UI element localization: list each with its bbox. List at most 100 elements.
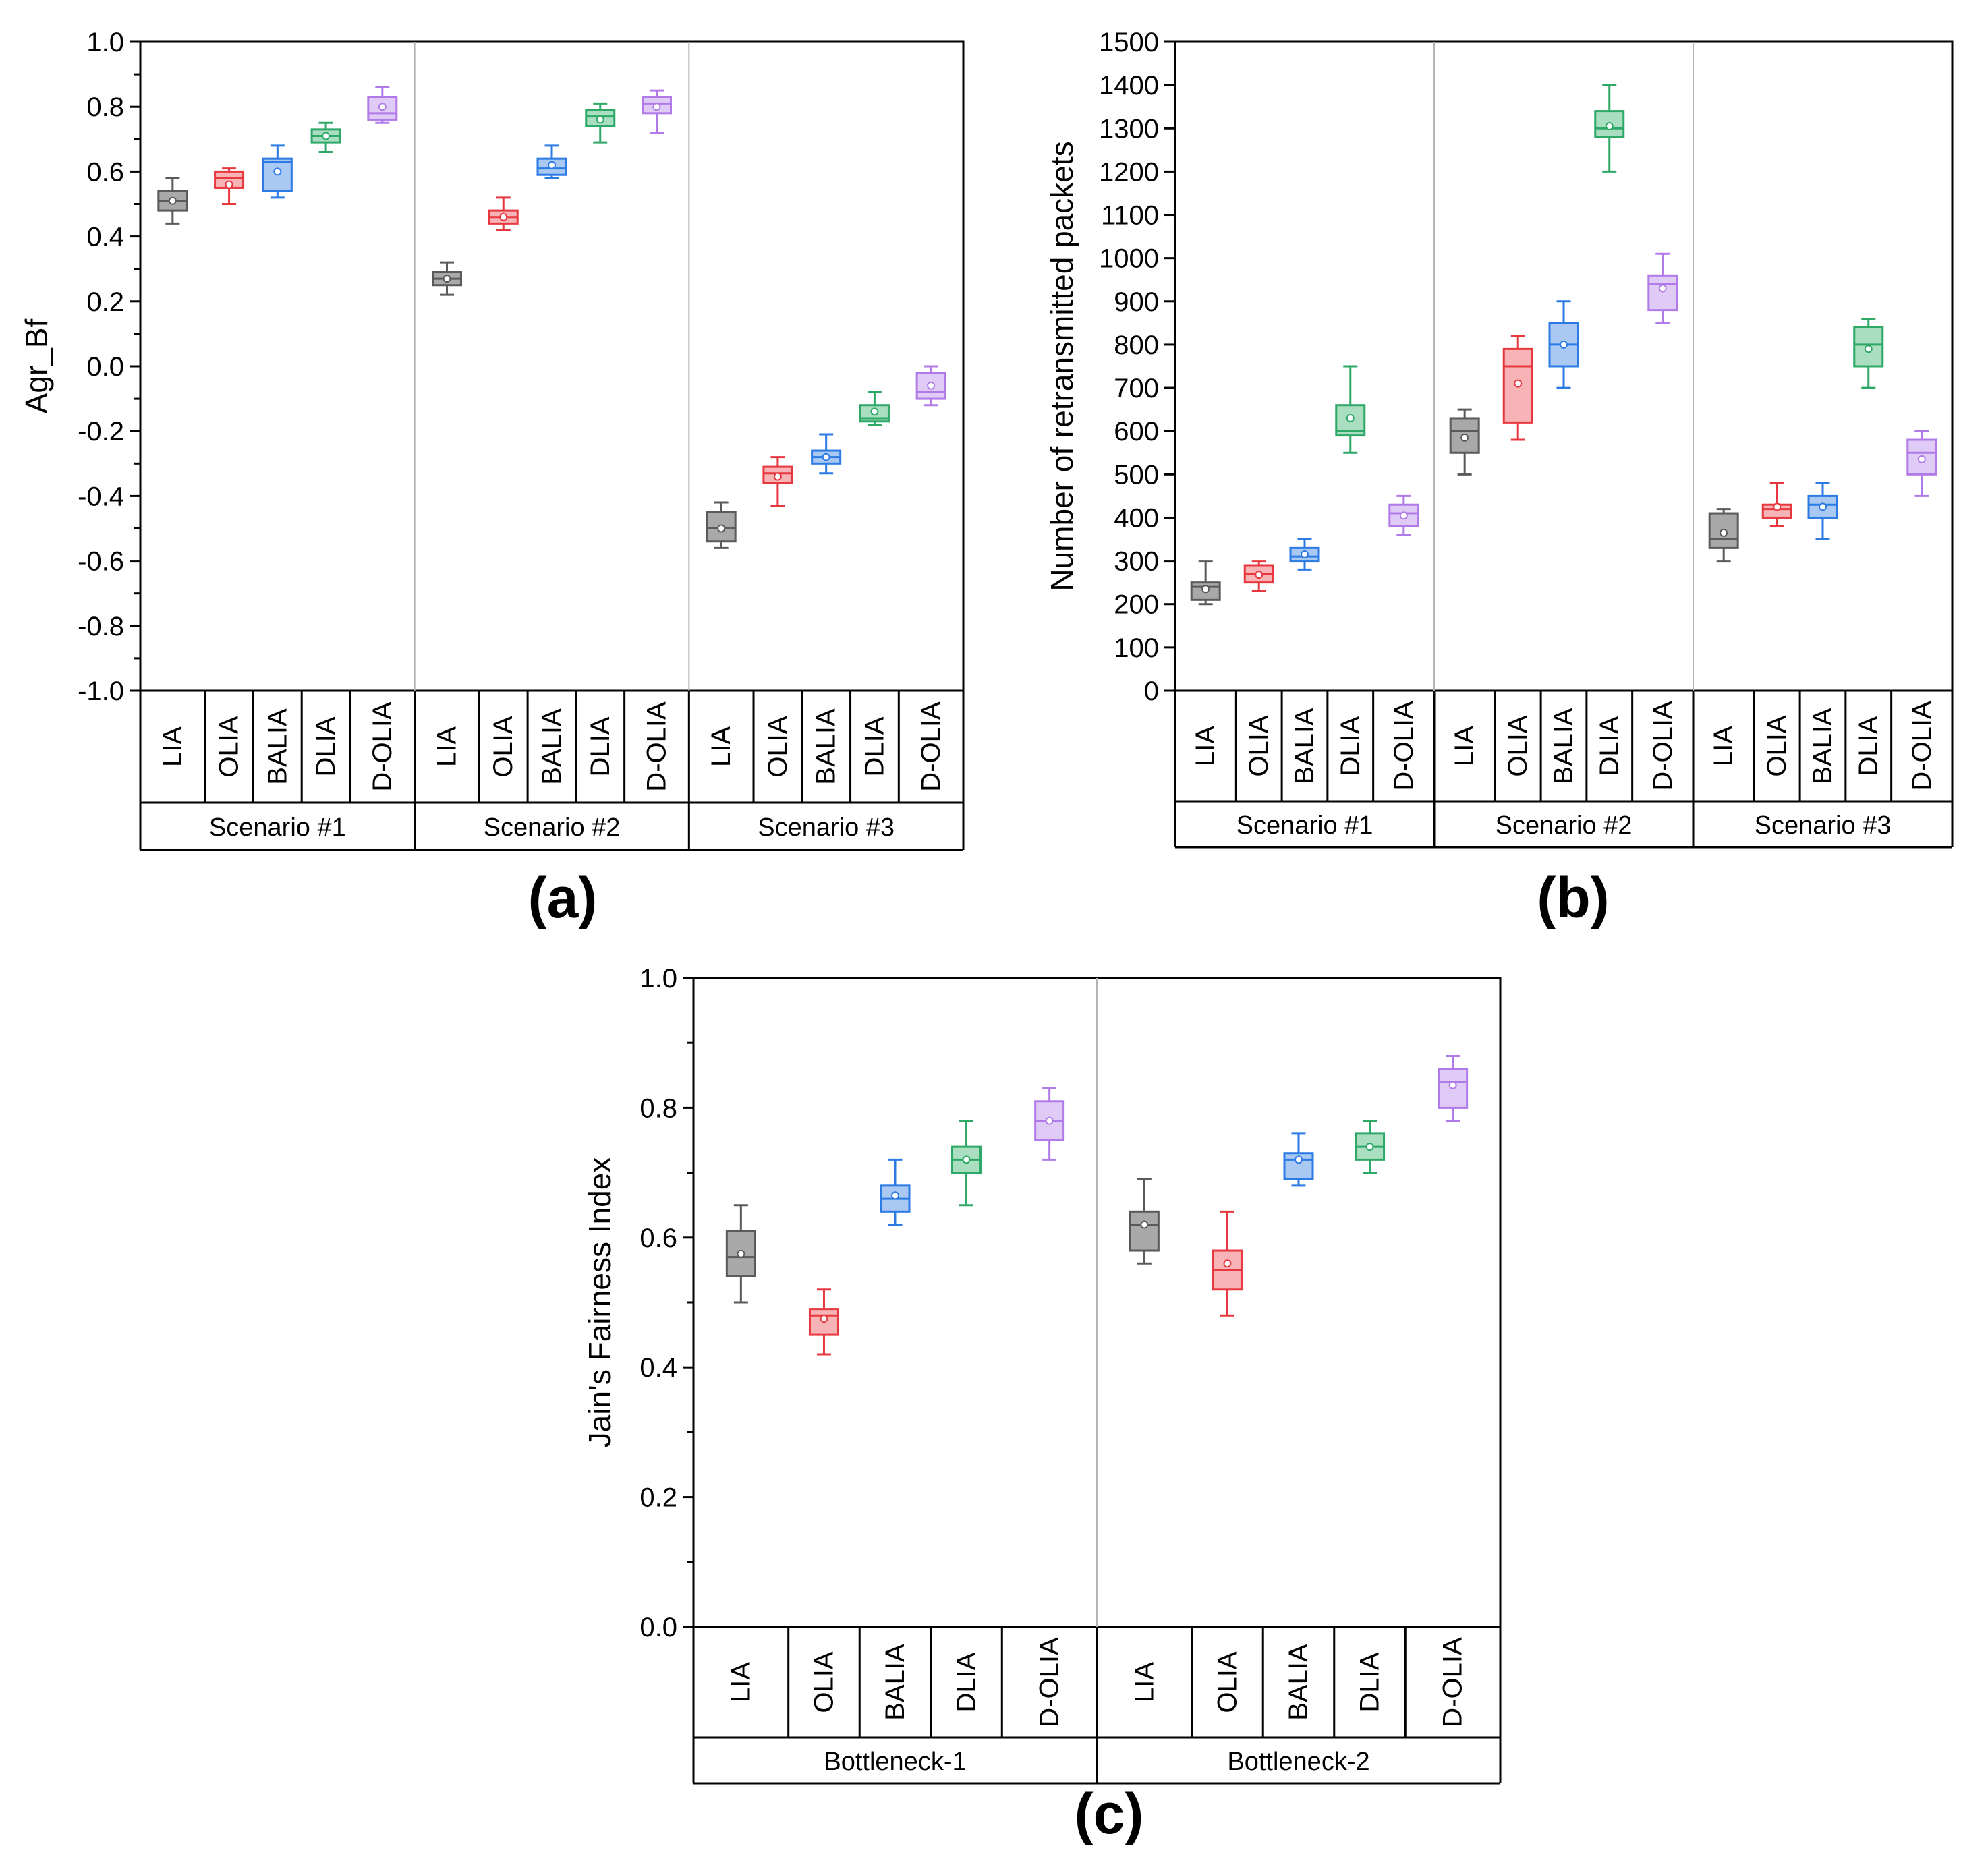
group-label: Bottleneck-1 xyxy=(824,1748,966,1776)
box-iqr xyxy=(536,157,567,176)
y-tick-label: 0.2 xyxy=(640,1483,677,1513)
category-label: OLIA xyxy=(1244,715,1274,776)
box-mean-marker xyxy=(1223,1259,1232,1268)
box-mean-marker xyxy=(1460,433,1469,442)
category-label: LIA xyxy=(1709,726,1738,766)
panel-a-label: (a) xyxy=(528,866,598,929)
category-label: D-OLIA xyxy=(1438,1637,1468,1727)
box-mean-marker xyxy=(1773,502,1782,511)
y-tick-label: 700 xyxy=(1114,374,1159,403)
category-label: OLIA xyxy=(809,1651,839,1713)
box-mean-marker xyxy=(1514,379,1523,388)
category-label: DLIA xyxy=(1336,716,1365,776)
box-mean-marker xyxy=(225,180,233,189)
y-tick-label: 1500 xyxy=(1099,28,1159,57)
panel-c-label: (c) xyxy=(1075,1782,1144,1845)
category-label: D-OLIA xyxy=(1035,1637,1064,1727)
category-label: OLIA xyxy=(1212,1651,1242,1713)
box-mean-marker xyxy=(1201,585,1210,594)
y-tick-label: 0.2 xyxy=(86,287,124,317)
box-mean-marker xyxy=(773,472,782,481)
box-mean-marker xyxy=(443,275,451,283)
box-mean-marker xyxy=(1720,528,1728,537)
category-label: DLIA xyxy=(311,716,341,776)
group-label: Scenario #1 xyxy=(209,813,346,842)
y-tick-label: 600 xyxy=(1114,417,1159,447)
category-label: D-OLIA xyxy=(1389,701,1419,791)
box-mean-marker xyxy=(927,381,936,390)
y-tick-label: -0.6 xyxy=(78,547,124,577)
box-mean-marker xyxy=(717,524,726,533)
y-tick-label: -0.2 xyxy=(78,417,124,447)
box-mean-marker xyxy=(1346,413,1355,422)
category-label: D-OLIA xyxy=(916,701,946,792)
box-mean-marker xyxy=(1140,1220,1149,1229)
y-tick-label: 1.0 xyxy=(86,28,124,57)
y-tick-label: 500 xyxy=(1114,460,1159,490)
category-label: BALIA xyxy=(1290,708,1319,784)
box-iqr xyxy=(915,372,946,400)
category-label: BALIA xyxy=(262,708,292,785)
box-iqr xyxy=(1708,512,1739,549)
box-mean-marker xyxy=(548,161,556,169)
box-mean-marker xyxy=(962,1155,971,1164)
box-mean-marker xyxy=(1301,550,1309,558)
category-label: DLIA xyxy=(1854,716,1883,776)
box-mean-marker xyxy=(378,103,387,111)
box-iqr xyxy=(1283,1152,1314,1180)
box-mean-marker xyxy=(891,1191,899,1200)
panel-b-label: (b) xyxy=(1537,866,1609,929)
plot-frame xyxy=(1174,40,1954,692)
box-mean-marker xyxy=(1658,284,1667,293)
box-mean-marker xyxy=(737,1249,745,1258)
category-label: DLIA xyxy=(1355,1652,1385,1712)
category-label: BALIA xyxy=(1808,708,1838,784)
category-label: BALIA xyxy=(1284,1644,1313,1721)
box-iqr xyxy=(641,96,672,115)
y-tick-label: 100 xyxy=(1114,633,1159,663)
box-mean-marker xyxy=(1448,1081,1457,1089)
y-tick-label: 800 xyxy=(1114,331,1159,360)
category-label: BALIA xyxy=(812,708,841,785)
group-label: Scenario #3 xyxy=(758,813,894,842)
box-mean-marker xyxy=(870,407,879,416)
box-mean-marker xyxy=(322,132,331,140)
group-label: Scenario #1 xyxy=(1237,811,1373,840)
y-tick-label: 0.0 xyxy=(86,352,124,382)
box-mean-marker xyxy=(596,115,604,124)
box-iqr xyxy=(1647,274,1678,312)
y-tick-label: 1400 xyxy=(1099,71,1159,100)
group-label: Scenario #3 xyxy=(1755,811,1892,840)
category-label: OLIA xyxy=(763,716,793,777)
y-tick-label: 1200 xyxy=(1099,157,1159,187)
category-label: DLIA xyxy=(1595,716,1624,776)
y-tick-label: 0.0 xyxy=(640,1613,677,1642)
y-axis-title: Agr_Bf xyxy=(19,318,54,413)
category-label: LIA xyxy=(1450,726,1479,766)
category-label: LIA xyxy=(706,726,736,767)
category-label: BALIA xyxy=(537,708,567,785)
category-label: BALIA xyxy=(880,1644,910,1721)
category-label: D-OLIA xyxy=(642,701,671,792)
box-iqr xyxy=(367,96,398,121)
category-label: DLIA xyxy=(586,716,615,776)
group-label: Scenario #2 xyxy=(1496,811,1632,840)
plot-frame xyxy=(139,40,965,692)
y-tick-label: 200 xyxy=(1114,590,1159,620)
category-label: D-OLIA xyxy=(1648,701,1678,791)
y-tick-label: 0 xyxy=(1144,677,1159,706)
box-mean-marker xyxy=(1365,1143,1374,1151)
category-label: DLIA xyxy=(859,716,889,776)
box-mean-marker xyxy=(1864,345,1873,353)
box-mean-marker xyxy=(1045,1116,1054,1125)
category-label: D-OLIA xyxy=(1907,701,1937,791)
category-label: OLIA xyxy=(488,716,518,777)
box-mean-marker xyxy=(1819,502,1827,511)
category-label: D-OLIA xyxy=(368,701,397,792)
group-label: Scenario #2 xyxy=(484,813,621,842)
box-mean-marker xyxy=(499,212,508,221)
box-mean-marker xyxy=(1605,122,1614,131)
box-iqr xyxy=(1129,1210,1160,1252)
y-tick-label: 1.0 xyxy=(640,964,677,994)
box-mean-marker xyxy=(168,196,177,205)
